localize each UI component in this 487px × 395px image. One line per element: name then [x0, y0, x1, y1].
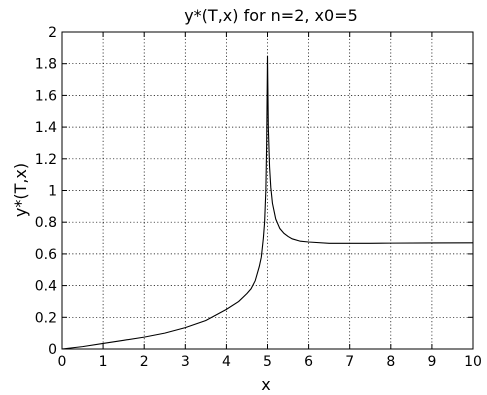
x-axis-label: x: [261, 375, 270, 394]
x-tick-label: 7: [345, 354, 354, 370]
x-tick-label: 6: [304, 354, 313, 370]
y-axis-ticks: 0 0.2 0.4 0.6 0.8 1 1.2 1.4 1.6 1.8 2: [35, 25, 473, 358]
y-tick-label: 0.2: [35, 310, 57, 326]
x-axis-ticks: 0 1 2 3 4 5 6 7 8 9 10: [58, 32, 482, 370]
y-tick-label: 1.2: [35, 152, 57, 168]
grid: [62, 32, 473, 349]
x-tick-label: 5: [263, 354, 272, 370]
x-tick-label: 0: [58, 354, 67, 370]
x-tick-label: 1: [99, 354, 108, 370]
y-tick-label: 1.8: [35, 57, 57, 73]
chart-title: y*(T,x) for n=2, x0=5: [184, 6, 358, 25]
x-tick-label: 2: [140, 354, 149, 370]
plot-series: [61, 55, 474, 350]
y-tick-label: 1: [48, 184, 57, 200]
y-tick-label: 2: [48, 25, 57, 41]
y-tick-label: 1.4: [35, 120, 57, 136]
y-tick-label: 0.6: [35, 247, 57, 263]
x-tick-label: 3: [181, 354, 190, 370]
series-line: [61, 55, 474, 350]
x-tick-label: 10: [464, 354, 482, 370]
y-tick-label: 1.6: [35, 88, 57, 104]
x-tick-label: 9: [427, 354, 436, 370]
y-tick-label: 0.8: [35, 215, 57, 231]
x-tick-label: 8: [386, 354, 395, 370]
y-tick-label: 0: [48, 342, 57, 358]
y-tick-label: 0.4: [35, 279, 57, 295]
x-tick-label: 4: [222, 354, 231, 370]
y-axis-label: y*(T,x): [11, 163, 30, 217]
plot-frame: [61, 31, 474, 350]
